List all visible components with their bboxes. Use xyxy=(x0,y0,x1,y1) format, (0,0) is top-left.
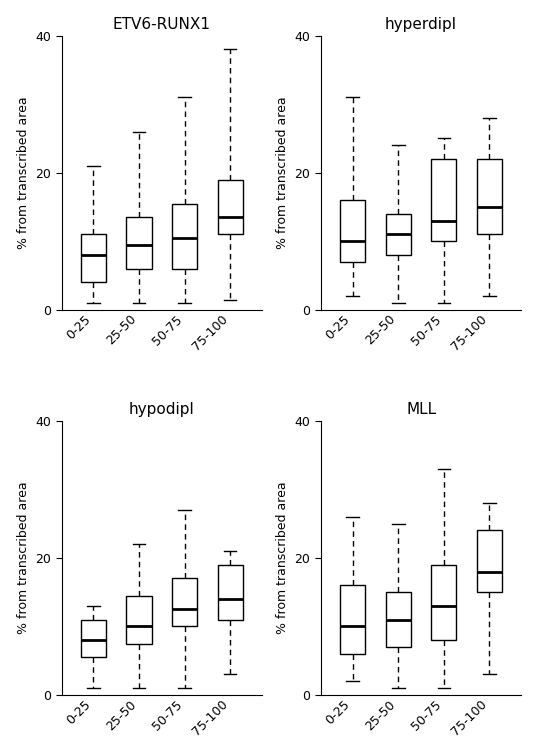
PathPatch shape xyxy=(386,214,411,255)
PathPatch shape xyxy=(172,578,197,627)
Y-axis label: % from transcribed area: % from transcribed area xyxy=(17,97,30,249)
PathPatch shape xyxy=(126,217,152,269)
Y-axis label: % from transcribed area: % from transcribed area xyxy=(276,97,289,249)
PathPatch shape xyxy=(431,159,456,242)
Y-axis label: % from transcribed area: % from transcribed area xyxy=(276,482,289,634)
PathPatch shape xyxy=(431,565,456,640)
PathPatch shape xyxy=(340,585,365,654)
PathPatch shape xyxy=(340,200,365,262)
PathPatch shape xyxy=(386,592,411,647)
PathPatch shape xyxy=(217,180,243,235)
Title: hyperdipl: hyperdipl xyxy=(385,17,457,32)
Title: hypodipl: hypodipl xyxy=(129,402,195,417)
PathPatch shape xyxy=(217,565,243,620)
PathPatch shape xyxy=(172,204,197,269)
Title: ETV6-RUNX1: ETV6-RUNX1 xyxy=(113,17,211,32)
Title: MLL: MLL xyxy=(406,402,436,417)
Y-axis label: % from transcribed area: % from transcribed area xyxy=(17,482,30,634)
PathPatch shape xyxy=(477,159,502,235)
PathPatch shape xyxy=(81,235,106,282)
PathPatch shape xyxy=(477,531,502,592)
PathPatch shape xyxy=(126,596,152,643)
PathPatch shape xyxy=(81,620,106,658)
